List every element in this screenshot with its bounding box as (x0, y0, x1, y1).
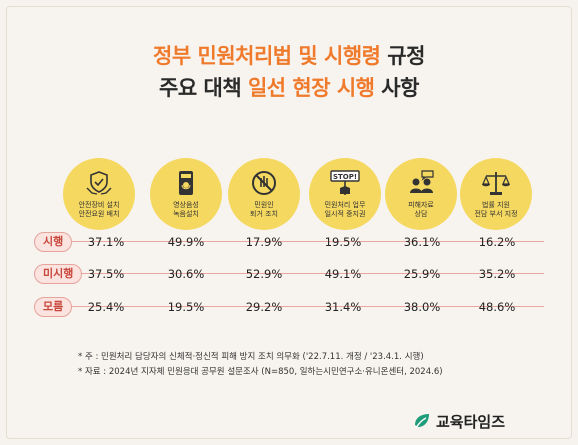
footnote-1: * 주 : 민원처리 담당자의 신체적·정신적 피해 방지 조치 의무화 ('2… (78, 352, 424, 362)
table-cell: 49.9% (167, 235, 205, 249)
table-cell: 37.5% (87, 267, 125, 281)
publisher-logo: 교육타임즈 (412, 410, 505, 432)
column-label: 피해자료 상담 (408, 201, 434, 218)
table-cell: 25.4% (87, 300, 125, 314)
column-label: 영상음성 녹음설치 (173, 201, 199, 218)
table-cell: 25.9% (403, 267, 441, 281)
table-cell: 29.2% (245, 300, 283, 314)
table-cell: 37.1% (87, 235, 125, 249)
row-label-unknown: 모름 (34, 297, 73, 317)
table-cell: 36.1% (403, 235, 441, 249)
column-header-6: 법률 지원 전담 부서 지정 (460, 158, 532, 230)
title-part-2c: 사항 (374, 76, 419, 100)
column-header-3: 민원인 퇴거 조치 (228, 158, 300, 230)
title-highlight-1: 정부 민원처리법 및 시행령 (153, 44, 381, 68)
title-line-2: 주요 대책 일선 현장 시행 사항 (0, 72, 578, 102)
legal-scale-icon (482, 172, 510, 195)
stop-sign-icon: STOP! (330, 170, 360, 195)
column-header-2: 영상음성 녹음설치 (150, 158, 222, 230)
title-highlight-2: 일선 현장 시행 (247, 76, 375, 100)
table-cell: 16.2% (478, 235, 516, 249)
table-cell: 35.2% (478, 267, 516, 281)
table-cell: 31.4% (324, 300, 362, 314)
title-rest-1: 규정 (380, 44, 425, 68)
title-part-2a: 주요 대책 (159, 76, 248, 100)
column-label: 법률 지원 전담 부서 지정 (474, 201, 518, 218)
leaf-logo-icon (415, 414, 429, 429)
table-cell: 49.1% (324, 267, 362, 281)
column-label: 민원처리 업무 일시적 중지권 (324, 201, 366, 218)
table-cell: 48.6% (478, 300, 516, 314)
column-header-5: 피해자료 상담 (385, 158, 457, 230)
table-cell: 19.5% (324, 235, 362, 249)
title-line-1: 정부 민원처리법 및 시행령 규정 (0, 40, 578, 70)
icon-row: 안전장비 설치 안전요원 배치 영상음성 녹음설치 민원인 퇴거 조치 STOP… (0, 158, 578, 230)
table-cell: 30.6% (167, 267, 205, 281)
logo-text: 교육타임즈 (436, 412, 506, 431)
stop-hand-icon (252, 171, 276, 195)
row-label-implemented: 시행 (34, 232, 73, 252)
row-divider (34, 241, 544, 242)
table-cell: 38.0% (403, 300, 441, 314)
table-cell: 19.5% (167, 300, 205, 314)
table-cell: 17.9% (245, 235, 283, 249)
svg-text:STOP!: STOP! (333, 173, 357, 181)
column-header-4: STOP! 민원처리 업무 일시적 중지권 (309, 158, 381, 230)
row-divider (34, 306, 544, 307)
footnote-2: * 자료 : 2024년 지자체 민원응대 공무원 설문조사 (N=850, 일… (78, 367, 443, 377)
column-header-1: 안전장비 설치 안전요원 배치 (63, 158, 135, 230)
recording-device-icon (179, 171, 193, 195)
table-cell: 52.9% (245, 267, 283, 281)
counseling-icon (410, 170, 434, 193)
shield-hands-icon (86, 171, 112, 195)
row-divider (34, 273, 544, 274)
row-label-not-implemented: 미시행 (34, 264, 83, 284)
column-label: 민원인 퇴거 조치 (250, 201, 278, 218)
column-label: 안전장비 설치 안전요원 배치 (78, 201, 120, 218)
